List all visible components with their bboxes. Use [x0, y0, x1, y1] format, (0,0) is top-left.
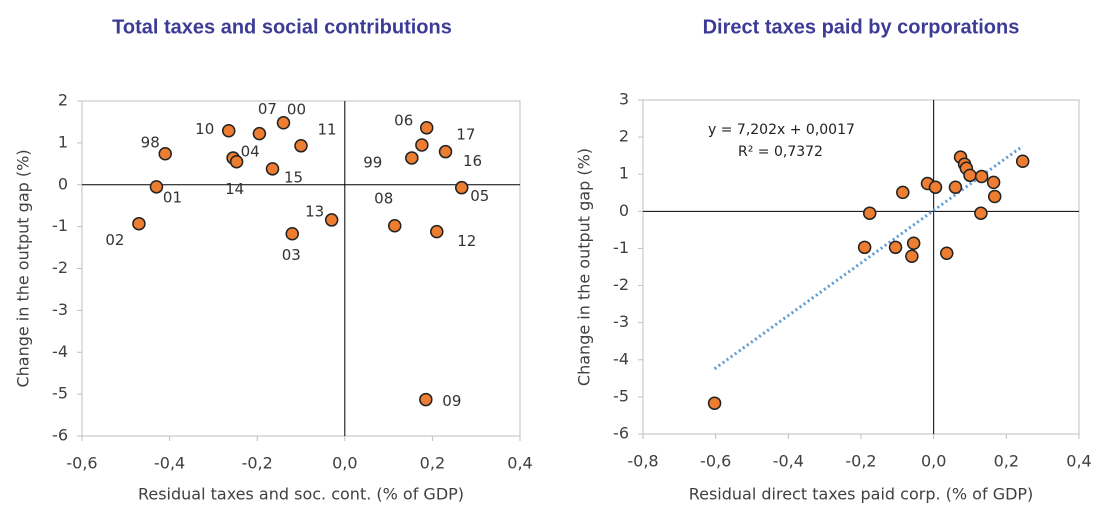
- y-tick-label: 2: [58, 91, 68, 110]
- y-tick-label: 2: [619, 127, 629, 146]
- point: [132, 216, 146, 231]
- point: [438, 144, 453, 159]
- trend-line: [713, 144, 1024, 371]
- y-tick-label: -2: [613, 275, 629, 294]
- point-label: 01: [163, 188, 182, 206]
- x-tick-label: -0,8: [627, 452, 658, 471]
- point-label: 06: [394, 111, 413, 129]
- point-label: 98: [141, 133, 160, 151]
- point: [415, 138, 429, 152]
- point: [158, 147, 172, 161]
- point-label: 12: [457, 232, 476, 250]
- x-tick-label: -0,2: [845, 452, 876, 471]
- y-tick-label: -1: [52, 216, 68, 235]
- x-tick-label: 0,2: [994, 452, 1019, 471]
- y-axis-label: Change in the output gap (%): [575, 148, 594, 386]
- y-tick-label: -2: [52, 258, 68, 277]
- x-tick-label: 0,2: [420, 454, 445, 473]
- x-tick-label: -0,4: [154, 454, 185, 473]
- y-tick-label: 0: [619, 201, 629, 220]
- point-label: 02: [105, 231, 124, 249]
- point: [229, 154, 244, 169]
- y-tick-label: -3: [52, 300, 68, 319]
- point: [963, 168, 977, 183]
- point: [454, 180, 469, 195]
- point-label: 11: [317, 120, 336, 138]
- x-tick-label: -0,4: [773, 452, 804, 471]
- x-tick-label: 0,4: [507, 454, 532, 473]
- point: [888, 240, 903, 255]
- point-label: 13: [305, 202, 324, 220]
- annotation: y = 7,202x + 0,0017: [708, 122, 855, 138]
- point: [862, 206, 877, 220]
- point: [285, 226, 299, 241]
- point: [430, 224, 444, 239]
- y-tick-label: -4: [613, 349, 629, 368]
- point: [857, 240, 872, 255]
- point-label: 17: [456, 125, 475, 143]
- point: [905, 249, 919, 263]
- point: [974, 169, 989, 184]
- y-tick-label: -5: [613, 386, 629, 405]
- y-tick-label: -6: [52, 426, 68, 445]
- point: [405, 151, 419, 165]
- chart-title: Total taxes and social contributions: [112, 16, 452, 38]
- point: [707, 396, 722, 410]
- point: [1015, 154, 1030, 168]
- point-label: 07: [258, 100, 277, 118]
- y-tick-label: -4: [52, 342, 68, 361]
- point: [419, 121, 434, 135]
- plot-border: [642, 99, 1080, 435]
- point: [324, 213, 339, 227]
- point-label: 09: [442, 392, 461, 410]
- point-label: 16: [463, 152, 482, 170]
- point: [419, 392, 433, 407]
- x-tick-label: -0,2: [242, 454, 273, 473]
- point-label: 04: [241, 142, 260, 160]
- point: [149, 180, 164, 194]
- x-tick-label: -0,6: [66, 454, 97, 473]
- x-tick-label: 0,0: [332, 454, 357, 473]
- point: [276, 116, 291, 130]
- point: [939, 246, 954, 261]
- point: [265, 162, 280, 176]
- y-tick-label: 3: [619, 90, 629, 109]
- point-label: 03: [282, 246, 301, 264]
- point: [974, 206, 988, 220]
- point-label: 14: [225, 180, 244, 198]
- point: [387, 219, 402, 233]
- point: [986, 175, 1001, 190]
- point: [896, 185, 910, 200]
- point: [294, 139, 308, 153]
- y-tick-label: 1: [619, 164, 629, 183]
- y-tick-label: -1: [613, 238, 629, 257]
- point: [948, 180, 963, 194]
- x-tick-label: 0,4: [1066, 452, 1091, 471]
- point: [928, 180, 943, 194]
- point-label: 10: [195, 120, 214, 138]
- point-label: 99: [363, 153, 382, 171]
- x-axis-label: Residual taxes and soc. cont. (% of GDP): [138, 485, 464, 504]
- y-tick-label: 1: [58, 132, 68, 151]
- y-tick-label: -6: [613, 424, 629, 443]
- point-label: 15: [284, 168, 303, 186]
- point-label: 00: [287, 100, 306, 118]
- point: [252, 126, 267, 141]
- y-tick-label: -3: [613, 312, 629, 331]
- chart-title: Direct taxes paid by corporations: [703, 16, 1020, 38]
- y-tick-label: -5: [52, 384, 68, 403]
- x-tick-label: -0,6: [700, 452, 731, 471]
- point-label: 05: [470, 187, 489, 205]
- y-tick-label: 0: [58, 174, 68, 193]
- y-axis-label: Change in the output gap (%): [14, 149, 33, 387]
- point: [987, 189, 1002, 204]
- point: [906, 236, 921, 250]
- annotation: R² = 0,7372: [738, 144, 823, 160]
- point-label: 08: [374, 189, 393, 207]
- x-tick-label: 0,0: [921, 452, 946, 471]
- point: [221, 123, 236, 138]
- x-axis-label: Residual direct taxes paid corp. (% of G…: [689, 485, 1034, 504]
